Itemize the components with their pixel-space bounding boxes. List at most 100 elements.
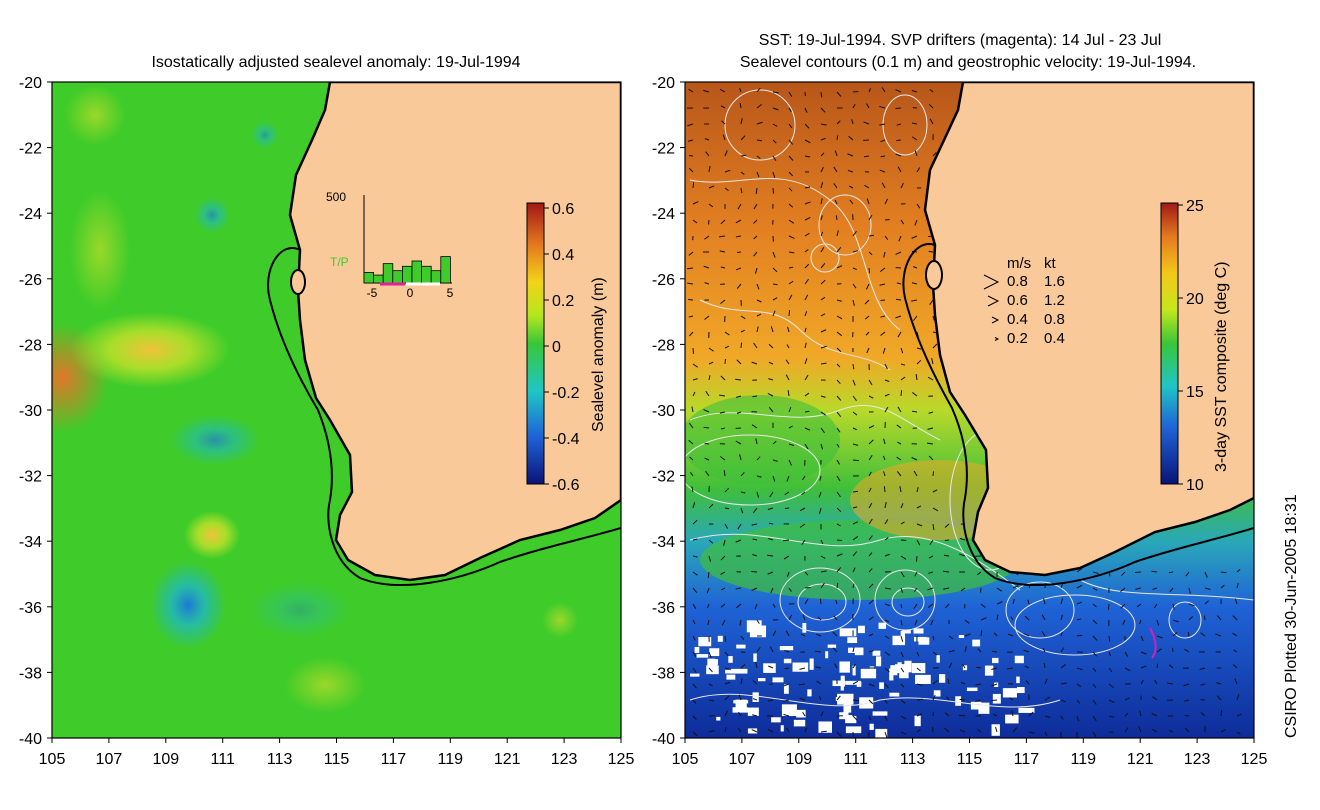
- x-tick-label: 111: [211, 751, 235, 768]
- velocity-legend-kt: 1.6: [1044, 273, 1065, 290]
- velocity-scale-arrow: [991, 316, 1000, 324]
- histogram-bar: [363, 272, 375, 284]
- y-tick-label: -20: [19, 75, 42, 92]
- ssl-positive-blob: [70, 312, 230, 388]
- x-tick-label: 119: [1071, 751, 1097, 768]
- y-tick-label: -30: [652, 403, 675, 420]
- inset-tag: T/P: [330, 255, 349, 269]
- colorbar-tick-label: 0.2: [552, 293, 574, 310]
- inset-xtick-left: -5: [367, 286, 378, 300]
- histogram-bar: [373, 274, 384, 284]
- x-tick-label: 113: [900, 751, 926, 768]
- y-tick-label: -36: [19, 600, 42, 617]
- velocity-scale-arrow: [987, 295, 1000, 307]
- y-tick-label: -36: [652, 600, 675, 617]
- left-x-axis: 105 107 109 111 113 115 117 119 121 123 125: [39, 738, 635, 768]
- colorbar-tick-label: 15: [1186, 384, 1204, 401]
- histogram-bar: [430, 270, 442, 284]
- right-title-line1: SST: 19-Jul-1994. SVP drifters (magenta)…: [759, 32, 1162, 49]
- sealevel-colorbar: 0.6 0.4 0.2 0 -0.2 -0.4 -0.6 Sealevel anomaly …: [526, 201, 607, 494]
- left-title: Isostatically adjusted sealevel anomaly:…: [151, 54, 520, 71]
- y-tick-label: -24: [19, 206, 42, 223]
- velocity-legend-kt: 1.2: [1044, 292, 1065, 309]
- x-tick-label: 125: [1241, 751, 1268, 768]
- right-y-axis: -20 -22 -24 -26 -28 -30 -32 -34 -36 -38 -40: [652, 75, 685, 748]
- y-tick-label: -30: [19, 403, 42, 420]
- x-tick-label: 107: [96, 751, 123, 768]
- y-tick-label: -28: [652, 337, 675, 354]
- x-tick-label: 109: [785, 751, 812, 768]
- x-tick-label: 113: [267, 751, 293, 768]
- velocity-scale-arrow: [994, 337, 1000, 341]
- velocity-legend-ms-header: m/s: [1007, 255, 1031, 272]
- x-tick-label: 117: [1014, 751, 1040, 768]
- left-y-axis: -20 -22 -24 -26 -28 -30 -32 -34 -36 -38 -40: [19, 75, 52, 748]
- velocity-legend-ms: 0.4: [1007, 311, 1028, 328]
- sst-colorbar: 25 20 15 10 3-day SST composite (deg C): [1160, 198, 1230, 494]
- x-tick-label: 125: [608, 751, 635, 768]
- colorbar-tick-label: -0.6: [552, 477, 580, 494]
- colorbar-tick-label: -0.2: [552, 385, 580, 402]
- histogram-bar: [421, 265, 432, 284]
- x-tick-label: 105: [672, 751, 699, 768]
- ssl-negative-blob: [150, 561, 226, 649]
- y-tick-label: -32: [652, 469, 675, 486]
- velocity-legend-kt: 0.8: [1044, 311, 1065, 328]
- y-tick-label: -28: [19, 337, 42, 354]
- inset-ymax: 500: [326, 190, 346, 204]
- y-tick-label: -34: [19, 534, 42, 551]
- x-tick-label: 121: [494, 751, 521, 768]
- y-tick-label: -40: [19, 731, 42, 748]
- x-tick-label: 115: [957, 751, 983, 768]
- cloud-mask: [690, 620, 1035, 738]
- velocity-legend-ms: 0.2: [1007, 330, 1028, 347]
- colorbar-tick-label: 10: [1186, 477, 1204, 494]
- plot-credit: CSIRO Plotted 30-Jun-2005 18:31: [1283, 494, 1300, 738]
- histogram-bar: [401, 265, 413, 284]
- x-tick-label: 121: [1127, 751, 1154, 768]
- y-tick-label: -22: [652, 141, 675, 158]
- y-tick-label: -22: [19, 141, 42, 158]
- y-tick-label: -38: [652, 665, 675, 682]
- velocity-scale-arrow: [983, 274, 1000, 290]
- histogram-bar: [440, 256, 451, 284]
- x-tick-label: 111: [844, 751, 868, 768]
- x-tick-label: 109: [152, 751, 179, 768]
- sealevel-contours: [685, 89, 1254, 708]
- right-x-axis: 105 107 109 111 113 115 117 119 121 123 125: [672, 738, 1268, 768]
- x-tick-label: 115: [324, 751, 350, 768]
- colorbar-tick-label: 20: [1186, 291, 1204, 308]
- histogram-bar: [411, 260, 423, 284]
- y-tick-label: -40: [652, 731, 675, 748]
- velocity-legend-kt: 0.4: [1044, 330, 1065, 347]
- y-tick-label: -38: [19, 665, 42, 682]
- x-tick-label: 119: [438, 751, 464, 768]
- velocity-legend-ms: 0.8: [1007, 273, 1028, 290]
- inset-xtick-mid: 0: [407, 286, 414, 300]
- x-tick-label: 117: [381, 751, 407, 768]
- x-tick-label: 105: [39, 751, 66, 768]
- sealevel-colorbar-label: Sealevel anomaly (m): [590, 277, 607, 432]
- x-tick-label: 123: [551, 751, 578, 768]
- velocity-legend-kt-header: kt: [1044, 255, 1057, 272]
- y-tick-label: -34: [652, 534, 675, 551]
- histogram-bar: [392, 270, 403, 284]
- y-tick-label: -32: [19, 469, 42, 486]
- velocity-legend-ms: 0.6: [1007, 292, 1028, 309]
- colorbar-tick-label: 0.6: [552, 201, 574, 218]
- sst-colorbar-label: 3-day SST composite (deg C): [1213, 262, 1230, 472]
- svp-drifter-track: [1149, 627, 1157, 659]
- x-tick-label: 123: [1184, 751, 1211, 768]
- y-tick-label: -26: [652, 272, 675, 289]
- colorbar-tick-label: 0.4: [552, 247, 574, 264]
- colorbar-tick-label: 0: [552, 339, 561, 356]
- inset-xtick-right: 5: [447, 286, 454, 300]
- right-title-line2: Sealevel contours (0.1 m) and geostrophi…: [740, 54, 1196, 71]
- y-tick-label: -24: [652, 206, 675, 223]
- velocity-legend: m/s kt 0.8 1.6 0.6 1.2 0.4 0.8 0.2 0.4: [983, 255, 1065, 347]
- colorbar-tick-label: -0.4: [552, 431, 580, 448]
- histogram-bar: [382, 263, 394, 284]
- colorbar-tick-label: 25: [1186, 198, 1204, 215]
- tp-histogram-inset: 500 T/P -5 0 5: [326, 190, 454, 300]
